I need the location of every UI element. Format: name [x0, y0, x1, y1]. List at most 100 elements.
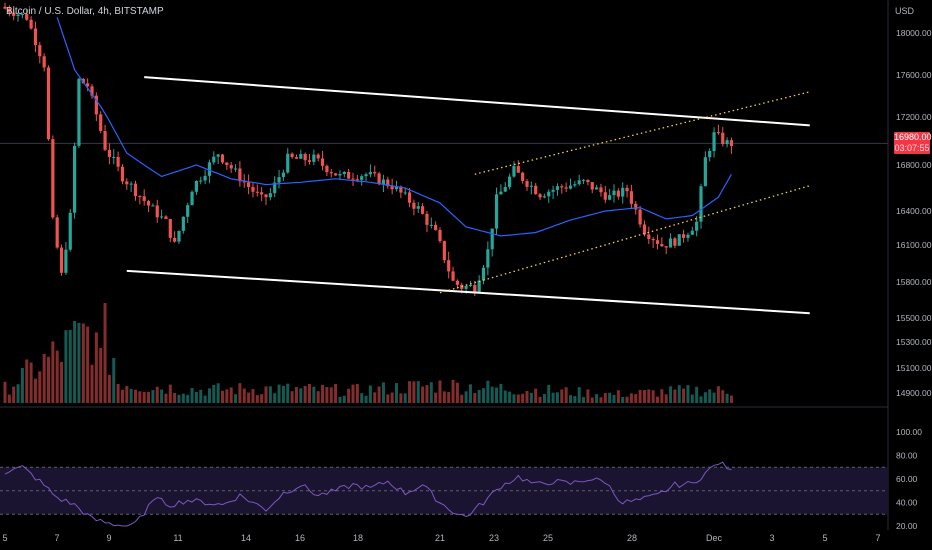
- volume-bar: [125, 385, 129, 403]
- candle-body: [390, 186, 394, 190]
- candle-body: [455, 280, 459, 285]
- volume-bar: [355, 384, 359, 403]
- volume-bar: [599, 397, 603, 403]
- volume-bar: [338, 396, 342, 403]
- candle-body: [555, 186, 560, 190]
- rsi-tick-label: 40.00: [896, 498, 918, 508]
- volume-bars: [3, 303, 733, 403]
- rsi-tick-label: 60.00: [896, 474, 918, 484]
- volume-bar: [516, 394, 520, 403]
- candle-body: [573, 184, 577, 186]
- volume-bar: [164, 393, 168, 403]
- symbol-title[interactable]: Bitcoin / U.S. Dollar, 4h, BITSTAMP: [6, 6, 164, 17]
- candle-body: [399, 186, 403, 193]
- time-tick-label: 7: [875, 533, 880, 543]
- candle-body: [33, 28, 38, 46]
- volume-bar: [190, 388, 194, 403]
- volume-bar: [12, 386, 16, 403]
- price-tick-label: 18000.00: [896, 28, 932, 38]
- volume-bar: [251, 389, 255, 403]
- candle-body: [481, 267, 486, 281]
- volume-bar: [386, 394, 390, 403]
- candle-body: [59, 247, 64, 273]
- time-tick-label: 7: [54, 533, 59, 543]
- volume-bar: [16, 384, 20, 403]
- volume-bar: [490, 386, 494, 403]
- volume-bar: [569, 395, 572, 403]
- volume-bar: [547, 385, 551, 403]
- candle-body: [203, 175, 207, 181]
- candle-body: [286, 153, 290, 173]
- volume-bar: [68, 329, 72, 403]
- time-tick-label: 3: [769, 533, 774, 543]
- volume-bar: [321, 384, 325, 403]
- price-tick-label: 15300.00: [896, 337, 932, 347]
- candle-body: [577, 180, 581, 185]
- candle-body: [564, 187, 568, 189]
- candle-body: [155, 205, 159, 218]
- volume-bar: [55, 350, 59, 403]
- rsi-tick-label: 20.00: [896, 521, 918, 531]
- volume-bar: [33, 378, 37, 403]
- volume-bar: [669, 386, 673, 403]
- volume-bar: [634, 394, 638, 403]
- candle-body: [434, 224, 438, 230]
- candle-body: [595, 187, 599, 190]
- volume-bar: [216, 383, 220, 403]
- candle-body: [299, 154, 303, 159]
- candle-body: [599, 187, 603, 193]
- candle-body: [625, 187, 629, 192]
- candle-body: [290, 153, 294, 158]
- volume-bar: [673, 389, 677, 403]
- volume-bar: [499, 383, 503, 403]
- candle-body: [233, 168, 238, 170]
- price-tick-label: 17600.00: [896, 70, 932, 80]
- volume-bar: [129, 388, 133, 403]
- candle-body: [168, 218, 172, 238]
- candle-body: [542, 196, 546, 198]
- candle-body: [177, 230, 181, 242]
- candle-body: [686, 234, 690, 238]
- candle-body: [3, 6, 7, 9]
- volume-bar: [577, 387, 581, 403]
- candle-body: [521, 172, 525, 182]
- candle-body: [660, 243, 664, 247]
- volume-bar: [229, 387, 233, 403]
- candle-body: [568, 185, 573, 189]
- volume-bar: [42, 353, 46, 403]
- volume-bar: [147, 391, 151, 403]
- candle-body: [538, 194, 542, 198]
- volume-bar: [168, 384, 172, 403]
- candle-body: [212, 156, 216, 163]
- candle-body: [373, 172, 377, 174]
- candle-body: [364, 174, 368, 177]
- current-price-value: 16980.00: [894, 132, 932, 143]
- candle-body: [325, 165, 329, 173]
- time-tick-label: 5: [2, 533, 7, 543]
- candle-body: [394, 186, 399, 190]
- candle-body: [503, 187, 507, 192]
- volume-bar: [686, 385, 690, 403]
- time-tick-label: 11: [173, 533, 182, 543]
- volume-bar: [447, 392, 451, 403]
- candle-body: [273, 182, 277, 194]
- time-tick-label: 14: [241, 533, 251, 543]
- candle-body: [320, 158, 325, 166]
- volume-bar: [273, 393, 277, 403]
- bar-countdown: 03:07:55: [894, 143, 930, 154]
- candle-body: [673, 238, 677, 246]
- candle-body: [416, 206, 420, 209]
- volume-bar: [81, 323, 85, 403]
- volume-bar: [151, 390, 155, 403]
- volume-bar: [181, 393, 185, 403]
- candle-body: [634, 203, 638, 210]
- candle-body: [42, 56, 46, 68]
- volume-bar: [729, 395, 733, 403]
- price-tick-label: 17200.00: [896, 112, 932, 122]
- volume-bar: [716, 386, 720, 403]
- candle-body: [77, 78, 81, 146]
- candle-body: [225, 162, 229, 166]
- candle-body: [38, 45, 42, 57]
- volume-bar: [629, 393, 633, 403]
